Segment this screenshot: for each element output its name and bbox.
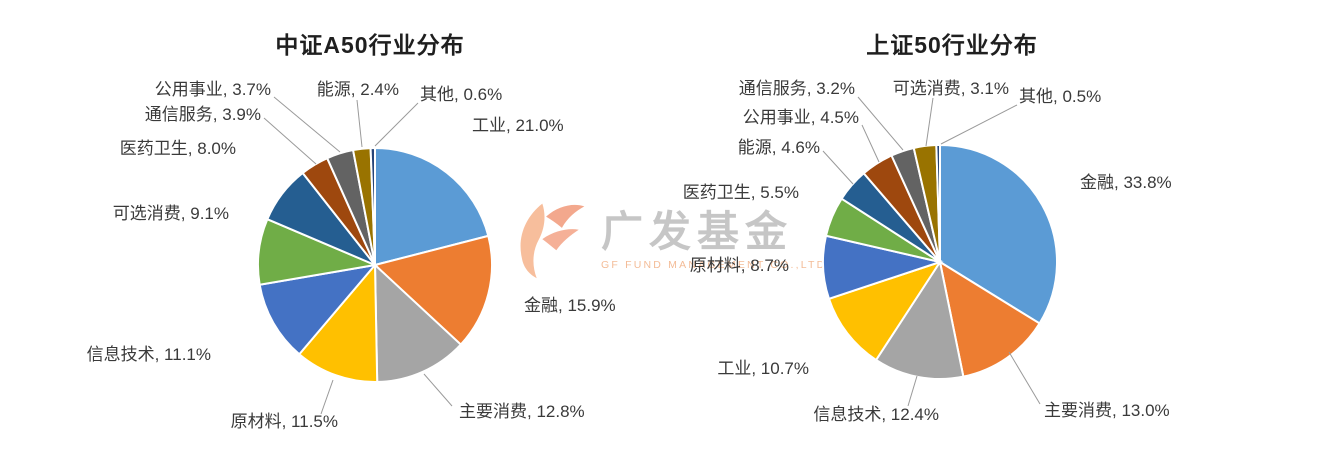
slice-label: 金融, 15.9% [524,296,616,315]
label-leader-line [356,99,363,148]
chart-title-csi-a50: 中证A50行业分布 [275,32,465,58]
label-leader-line [907,375,918,407]
slice-label: 工业, 10.7% [717,359,809,378]
slice-label: 工业, 21.0% [472,116,564,135]
slice-label: 通信服务, 3.9% [145,105,261,124]
slice-label: 公用事业, 4.5% [743,108,859,127]
slice-label: 医药卫生, 8.0% [120,139,236,158]
pie-slice-工业 [374,146,490,267]
label-leader-line [423,373,453,407]
watermark-brand-text: 广发基金 [601,208,794,256]
pie-slice-信息技术 [874,259,965,380]
watermark: 广发基金 GF FUND MANAGEMENT CO.,LTD [505,198,826,282]
pie-slice-金融 [372,234,493,346]
label-leader-line [822,150,854,185]
slice-label: 金融, 33.8% [1080,173,1172,192]
pie-slice-信息技术 [258,263,378,356]
slice-label: 通信服务, 3.2% [739,79,855,98]
label-leader-line [320,379,334,415]
slice-label: 原材料, 8.7% [690,256,789,275]
label-leader-line [861,124,880,163]
pie-slice-其他 [369,146,376,266]
label-leader-line [857,96,904,151]
watermark-subtitle-text: GF FUND MANAGEMENT CO.,LTD [601,258,827,271]
pie-slice-主要消费 [938,259,1041,378]
slice-label: 能源, 2.4% [317,80,399,99]
slice-label: 信息技术, 11.1% [87,345,211,364]
label-leader-line [925,97,934,147]
slice-label: 能源, 4.6% [738,138,820,157]
label-leader-line [263,117,317,165]
gf-flame-logo-icon [520,203,585,279]
label-leader-line [273,96,341,153]
chart-title-sse-50: 上证50行业分布 [866,32,1038,58]
slice-label: 可选消费, 3.1% [893,79,1009,98]
slice-label: 其他, 0.6% [420,85,502,104]
watermark-text-block: 广发基金 GF FUND MANAGEMENT CO.,LTD [601,208,827,271]
label-leader-line [374,102,419,147]
slice-label: 可选消费, 9.1% [113,204,229,223]
slice-label: 医药卫生, 5.5% [683,183,799,202]
slice-label: 信息技术, 12.4% [813,405,939,424]
label-leader-line [940,104,1018,145]
csi-a50-pie-chart: 工业, 21.0% 金融, 15.9% 主要消费, 12.8% 原材料, 11.5% 信… [87,80,616,431]
pie-slice-其他 [935,143,941,263]
slice-label: 其他, 0.5% [1019,87,1101,106]
pie-slice-原材料 [297,262,379,383]
pie-slice-主要消费 [373,262,463,383]
pie-slice-金融 [939,143,1058,325]
label-leader-line [1008,351,1041,405]
pie-slice-工业 [827,260,943,362]
sse-50-pie-chart: 金融, 33.8% 主要消费, 13.0% 信息技术, 12.4% 工业, 10.7%… [683,79,1172,424]
slice-label: 主要消费, 13.0% [1044,401,1170,420]
slice-label: 公用事业, 3.7% [155,80,271,99]
slice-label: 原材料, 11.5% [231,412,338,431]
slice-label: 主要消费, 12.8% [459,402,585,421]
